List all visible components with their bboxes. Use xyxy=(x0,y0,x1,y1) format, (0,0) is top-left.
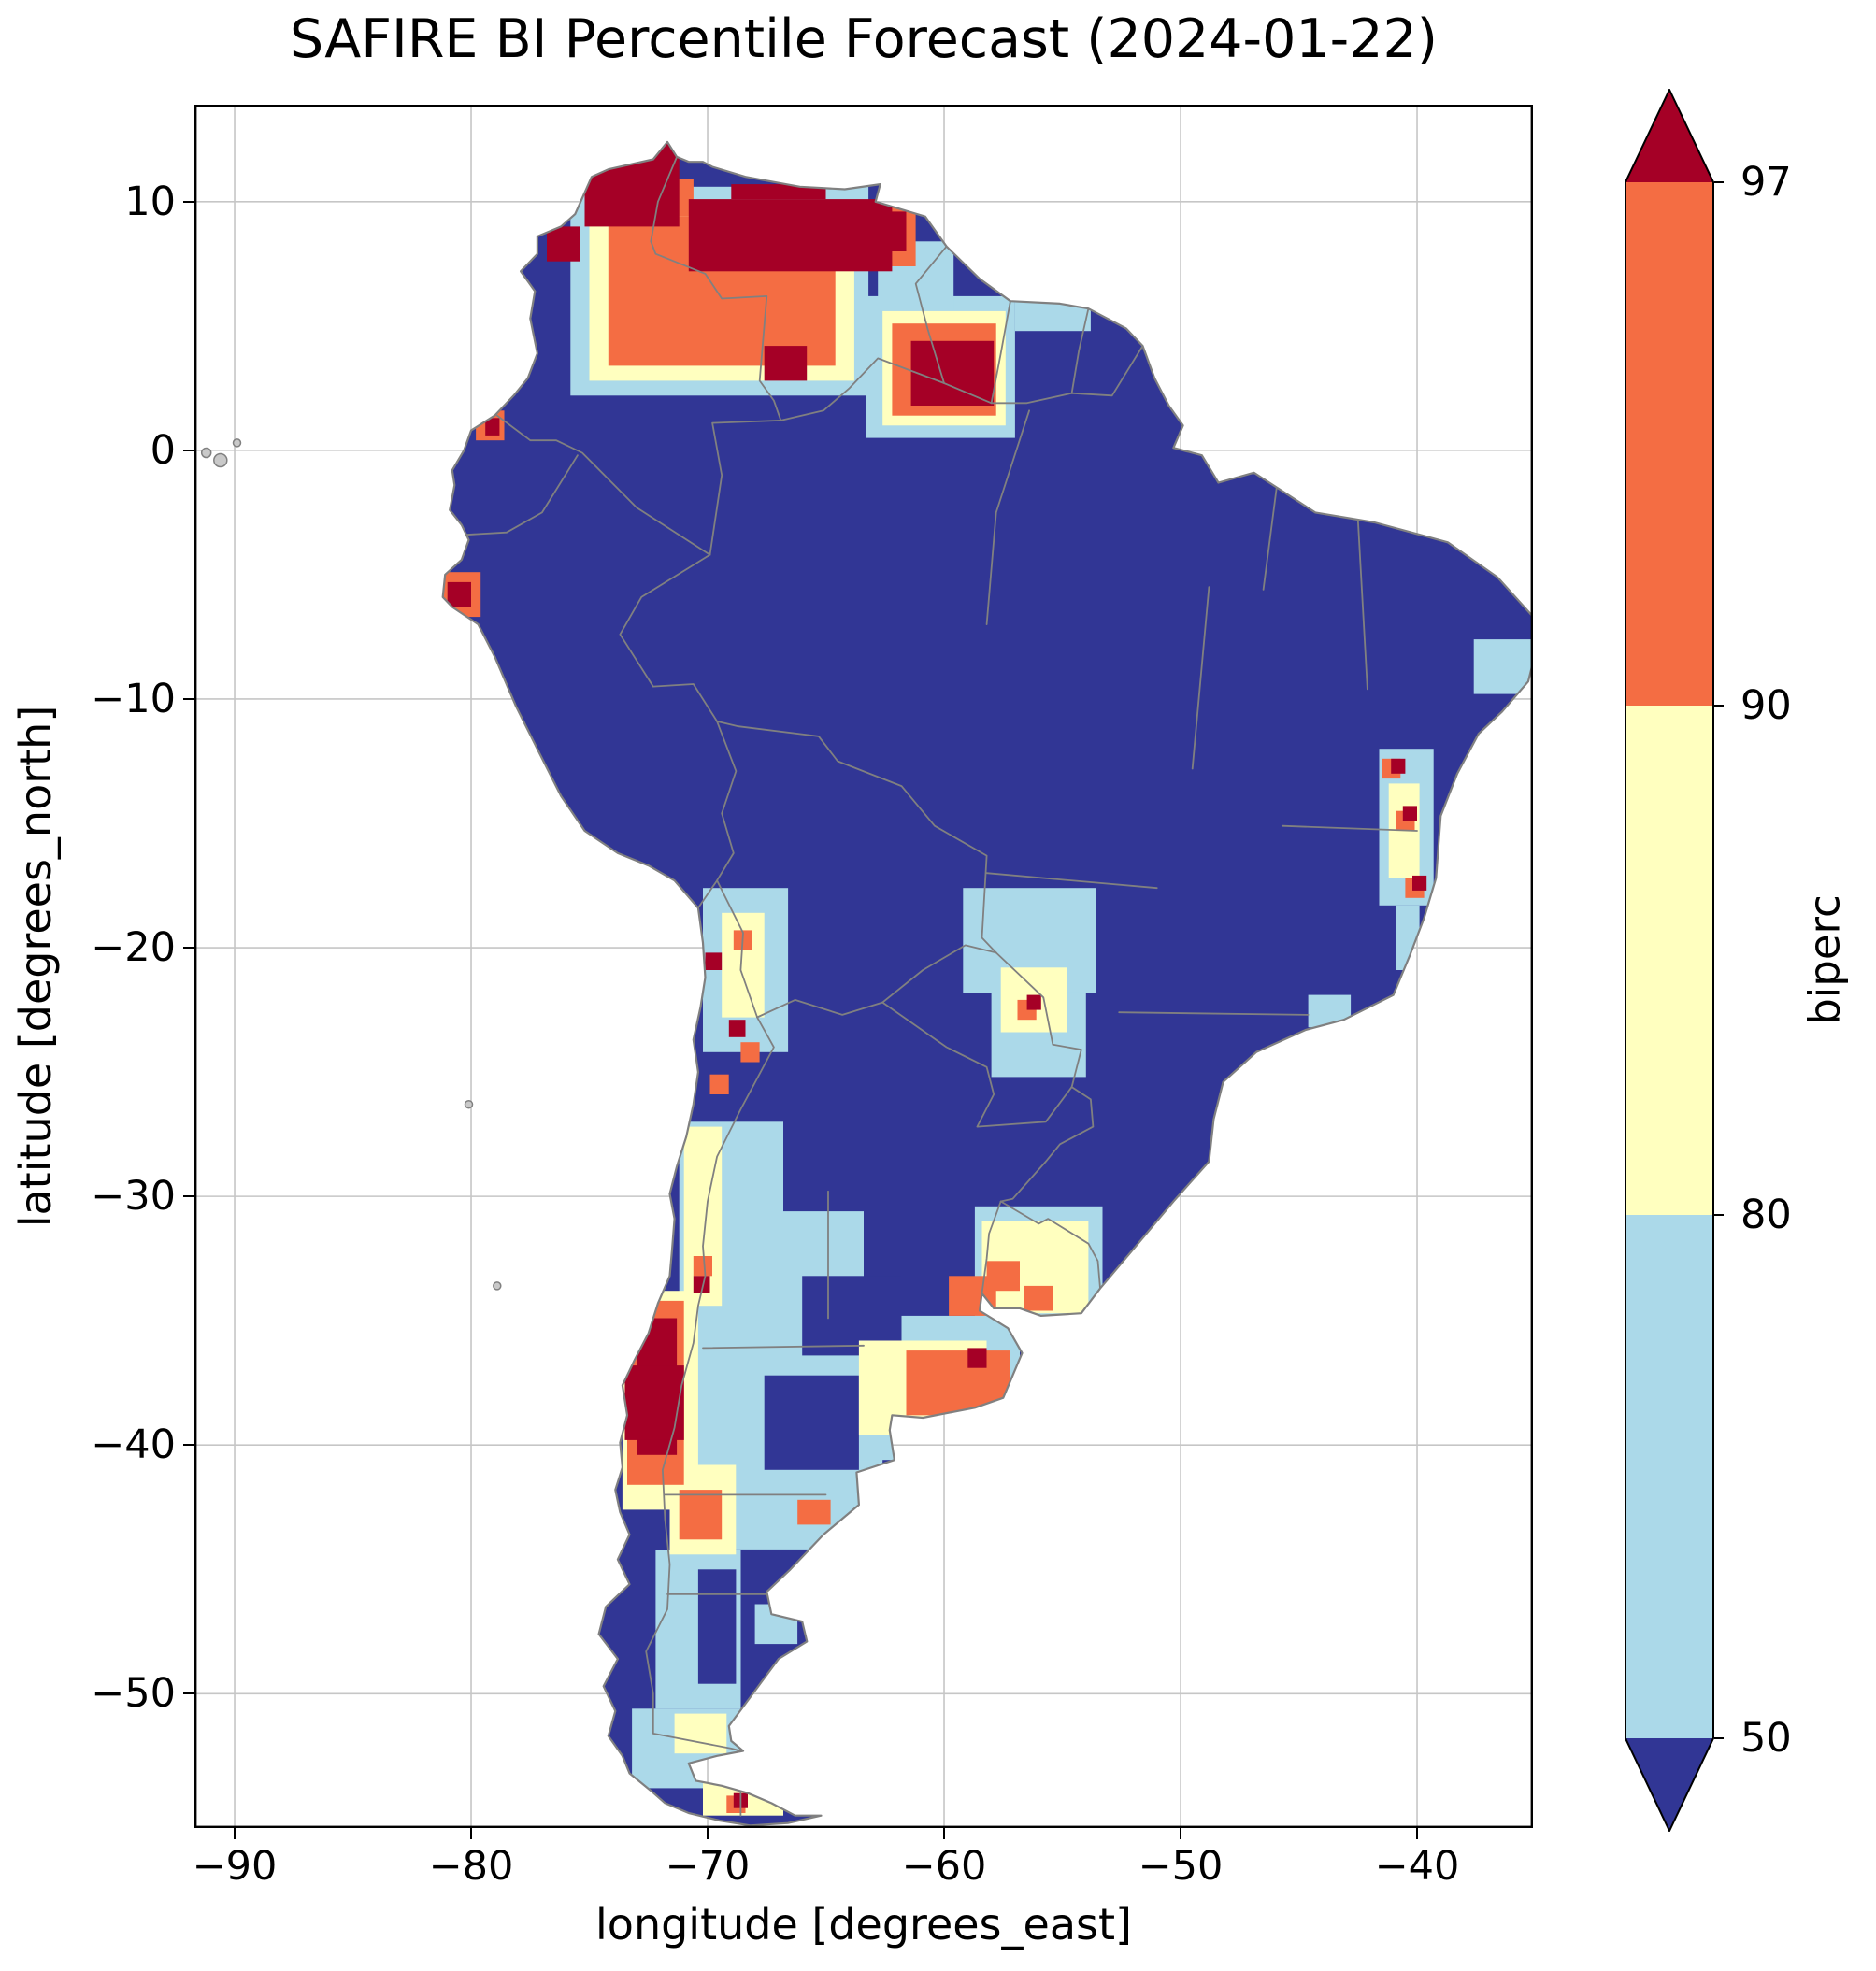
y-axis-label: latitude [degrees_north] xyxy=(10,705,61,1228)
y-tick-mark xyxy=(183,947,194,950)
colorbar-tick-label: 80 xyxy=(1740,1192,1792,1238)
colorbar-outline xyxy=(1625,87,1714,1834)
y-tick-label: −10 xyxy=(91,675,176,722)
axes-frame xyxy=(194,105,1533,1828)
x-tick-mark xyxy=(234,1828,236,1839)
y-tick-mark xyxy=(183,1692,194,1695)
colorbar xyxy=(1625,87,1729,1834)
y-tick-mark xyxy=(183,449,194,451)
y-tick-mark xyxy=(183,1444,194,1447)
x-tick-mark xyxy=(707,1828,709,1839)
y-tick-mark xyxy=(183,1195,194,1198)
x-tick-label: −70 xyxy=(665,1843,751,1890)
y-tick-label: 10 xyxy=(124,178,176,225)
colorbar-svg xyxy=(1625,87,1724,1834)
y-tick-label: −40 xyxy=(91,1421,176,1469)
y-tick-mark xyxy=(183,697,194,700)
colorbar-segment-50-80 xyxy=(1625,1215,1714,1738)
x-tick-label: −40 xyxy=(1374,1843,1460,1890)
map-svg xyxy=(194,105,1541,1828)
x-tick-mark xyxy=(470,1828,472,1839)
y-tick-label: −20 xyxy=(91,924,176,972)
colorbar-tick-label: 97 xyxy=(1740,159,1792,206)
x-tick-label: −80 xyxy=(428,1843,514,1890)
x-tick-label: −50 xyxy=(1138,1843,1224,1890)
colorbar-label: biperc xyxy=(1799,894,1850,1025)
x-tick-mark xyxy=(1180,1828,1182,1839)
colorbar-segment-90-97 xyxy=(1625,182,1714,706)
colorbar-tick-label: 50 xyxy=(1740,1715,1792,1762)
islands xyxy=(200,438,502,1291)
x-tick-mark xyxy=(1416,1828,1419,1839)
y-tick-label: 0 xyxy=(150,426,176,474)
country-borders xyxy=(463,156,1418,1817)
y-tick-mark xyxy=(183,200,194,203)
plot-title: SAFIRE BI Percentile Forecast (2024-01-2… xyxy=(290,8,1438,70)
y-tick-label: −50 xyxy=(91,1670,176,1718)
colorbar-extend-above xyxy=(1625,89,1714,182)
x-tick-label: −90 xyxy=(192,1843,278,1890)
colorbar-tick-label: 90 xyxy=(1740,682,1792,729)
x-tick-label: −60 xyxy=(901,1843,987,1890)
coastline xyxy=(441,140,1541,1827)
map-plot-area xyxy=(194,105,1541,1828)
x-axis-label: longitude [degrees_east] xyxy=(595,1899,1132,1950)
colorbar-extend-below xyxy=(1625,1738,1714,1832)
y-tick-label: −30 xyxy=(91,1173,176,1221)
colorbar-segment-80-90 xyxy=(1625,706,1714,1215)
x-tick-mark xyxy=(943,1828,946,1839)
